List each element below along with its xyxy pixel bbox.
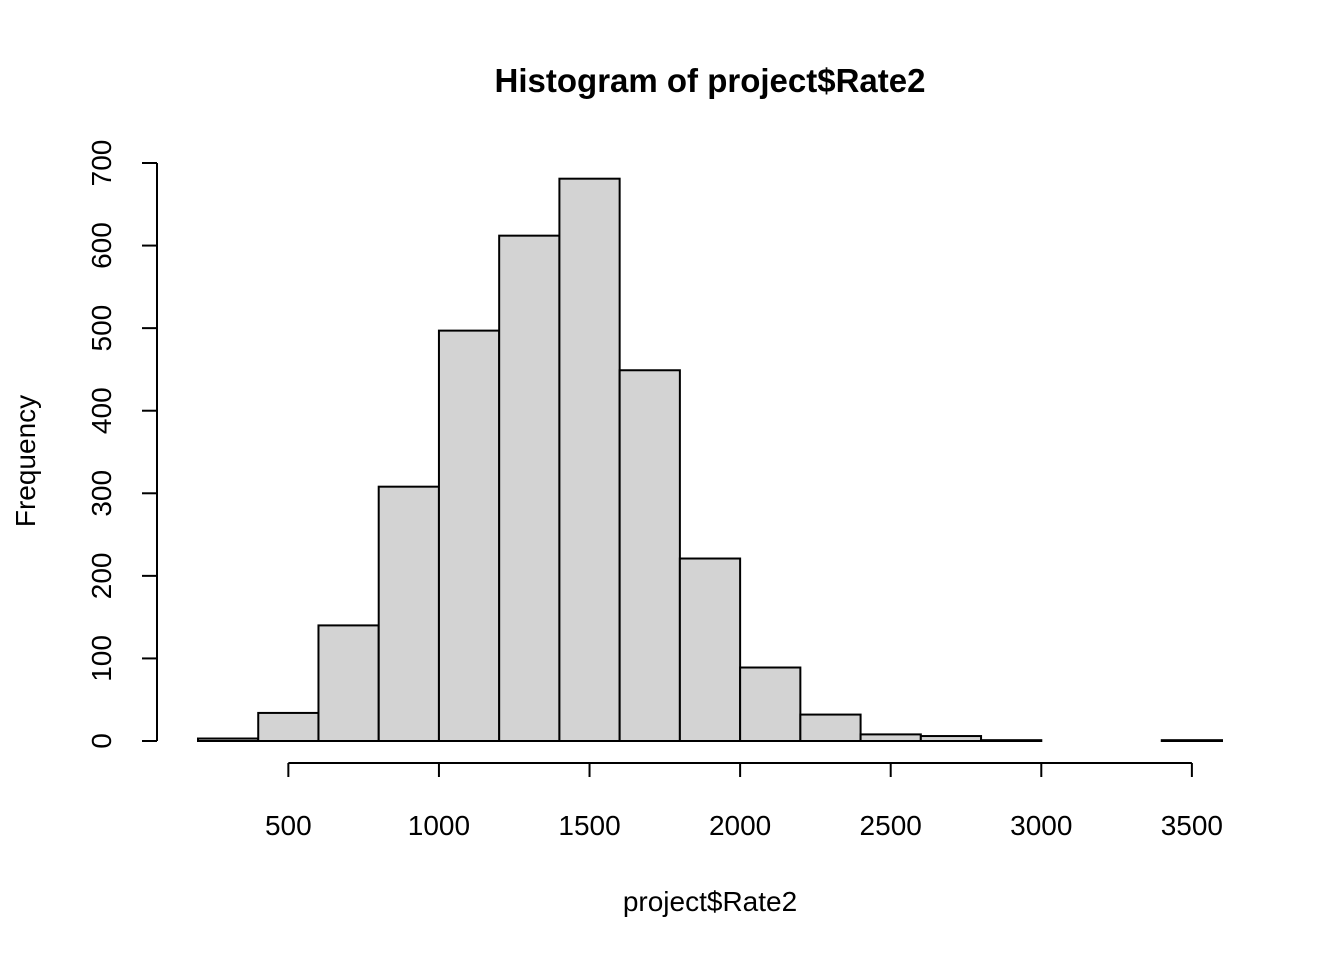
y-tick-label: 600 <box>86 222 117 269</box>
bars-layer <box>197 177 1223 743</box>
x-tick-label: 3000 <box>1010 810 1072 841</box>
histogram-bar <box>558 177 621 742</box>
histogram-bar <box>1160 739 1223 742</box>
y-tick-label: 400 <box>86 387 117 434</box>
y-tick-label: 100 <box>86 635 117 682</box>
histogram-bar <box>980 739 1043 742</box>
histogram-bar <box>317 624 380 743</box>
chart-title: Histogram of project$Rate2 <box>495 62 926 99</box>
x-tick-label: 500 <box>265 810 312 841</box>
x-axis: 500 1000 1500 2000 2500 3000 3500 <box>265 762 1223 841</box>
histogram-bar <box>437 329 501 742</box>
histogram-bar <box>799 713 862 743</box>
histogram-bar <box>859 733 922 743</box>
histogram-bar <box>498 234 561 742</box>
y-tick-label: 0 <box>86 733 117 749</box>
histogram-bar <box>919 735 983 743</box>
y-axis-label: Frequency <box>10 395 41 527</box>
histogram-bar <box>197 737 260 742</box>
histogram-bar <box>377 485 440 742</box>
x-tick-label: 1000 <box>408 810 470 841</box>
x-axis-label: project$Rate2 <box>623 886 797 917</box>
x-tick-label: 3500 <box>1161 810 1223 841</box>
histogram-bar <box>618 369 681 742</box>
x-tick-label: 1500 <box>558 810 620 841</box>
y-axis: 0 100 200 300 400 500 600 700 <box>86 140 158 749</box>
x-tick-label: 2000 <box>709 810 771 841</box>
x-tick-label: 2500 <box>860 810 922 841</box>
histogram-bar <box>678 557 742 743</box>
y-tick-label: 700 <box>86 140 117 187</box>
y-tick-label: 200 <box>86 552 117 599</box>
histogram-bar <box>257 711 320 743</box>
y-tick-label: 500 <box>86 305 117 352</box>
histogram-bar <box>739 666 802 742</box>
y-tick-label: 300 <box>86 470 117 517</box>
